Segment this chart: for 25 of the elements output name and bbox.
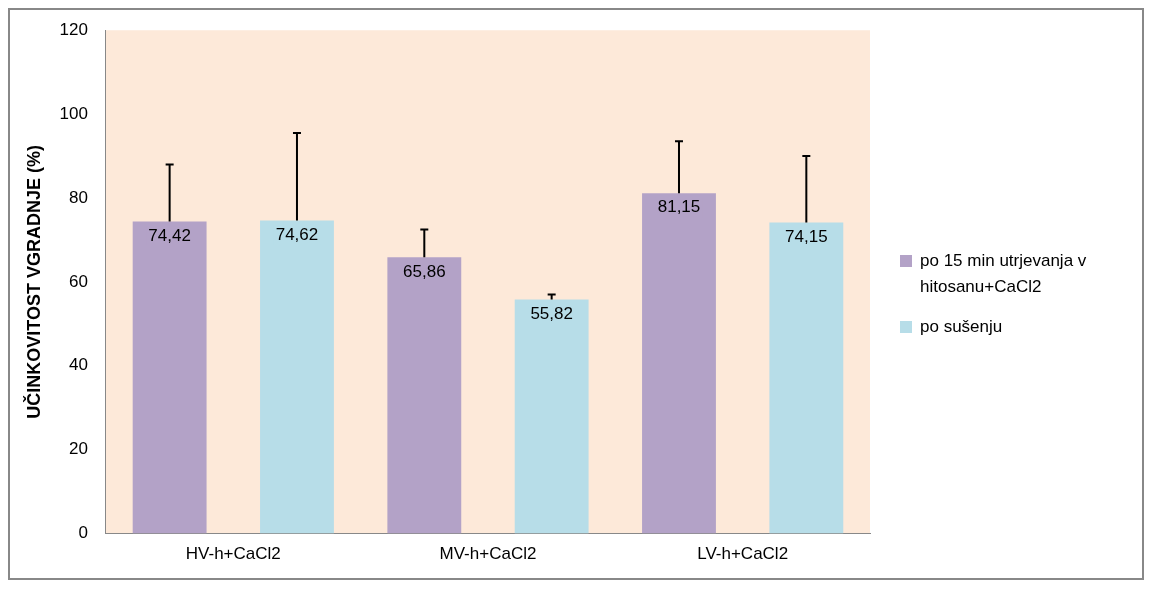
y-tick-label: 100 <box>59 103 88 123</box>
legend-label: po 15 min utrjevanja v hitosanu+CaCl2 <box>920 250 1088 298</box>
y-tick-label: 60 <box>69 271 88 291</box>
y-tick-label: 20 <box>69 439 88 459</box>
y-tick-label: 120 <box>59 19 88 39</box>
legend-label: po sušenju <box>920 316 1003 338</box>
bar <box>514 299 589 534</box>
x-tick-label: MV-h+CaCl2 <box>439 544 537 564</box>
bar <box>769 222 844 534</box>
x-tick-label: LV-h+CaCl2 <box>697 544 789 564</box>
y-tick-label: 0 <box>78 523 88 543</box>
y-tick-label: 40 <box>69 355 88 375</box>
y-axis-title: UČINKOVITOST VGRADNJE (%) <box>22 145 44 419</box>
y-tick-label: 80 <box>69 187 88 207</box>
bar <box>132 221 207 534</box>
bar <box>260 220 334 534</box>
bar <box>642 193 716 534</box>
x-tick-label: HV-h+CaCl2 <box>185 544 281 564</box>
data-label: 81,15 <box>657 197 701 217</box>
data-label: 55,82 <box>530 303 573 323</box>
data-label: 74,42 <box>148 225 191 245</box>
bar <box>387 257 462 534</box>
data-label: 74,62 <box>275 224 319 244</box>
data-label: 65,86 <box>403 261 446 281</box>
data-label: 74,15 <box>785 226 828 246</box>
